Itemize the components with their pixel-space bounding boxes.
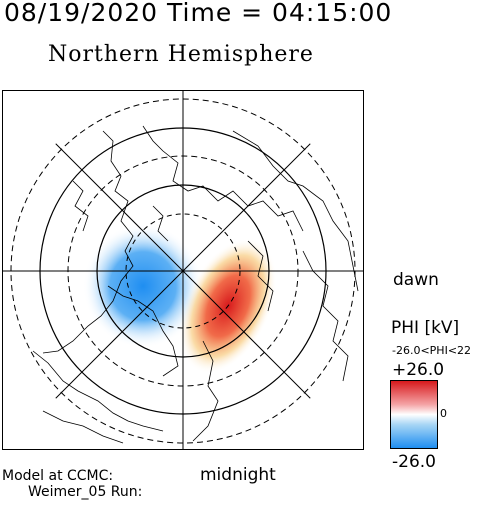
colorbar-zero-label: 0 (440, 407, 447, 420)
colorbar-min-label: -26.0 (392, 452, 436, 472)
model-label: Model at CCMC: (2, 468, 114, 484)
colorbar-title: PHI [kV] (391, 318, 460, 338)
coastlines (32, 125, 359, 444)
polar-map-svg (3, 91, 363, 449)
midnight-label: midnight (200, 465, 276, 485)
meridians (3, 91, 363, 449)
colorbar-max-label: +26.0 (392, 360, 445, 380)
colorbar (390, 380, 438, 449)
time-title: 08/19/2020 Time = 04:15:00 (4, 0, 393, 27)
polar-map (2, 90, 364, 450)
hemisphere-title: Northern Hemisphere (48, 42, 314, 67)
dawn-label: dawn (393, 270, 439, 290)
run-label: Weimer_05 Run: (28, 484, 143, 500)
colorbar-range-text: -26.0<PHI<22 (392, 344, 472, 357)
